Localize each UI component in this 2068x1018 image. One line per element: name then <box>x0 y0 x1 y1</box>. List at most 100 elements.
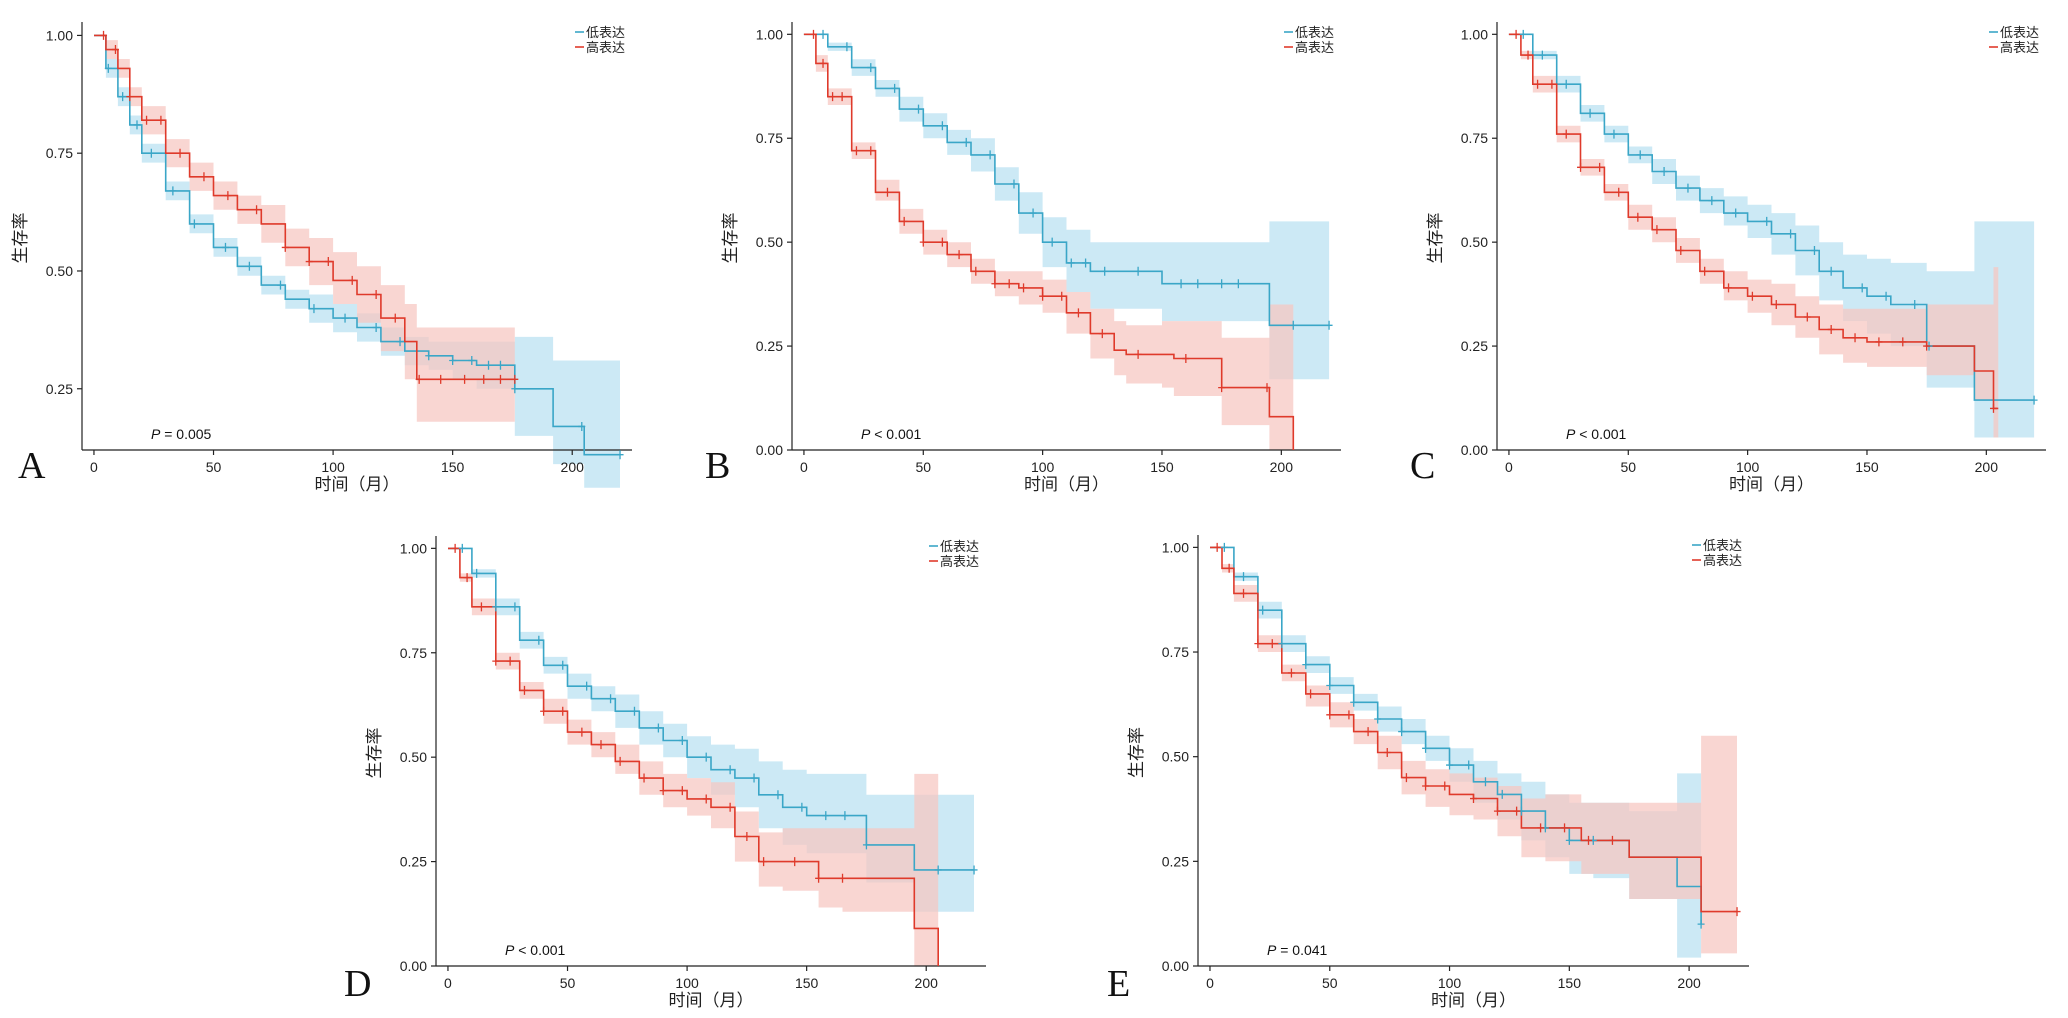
low-expression-curve <box>448 547 974 871</box>
censor-mark <box>1653 225 1661 235</box>
y-axis-title: 生存率 <box>1127 727 1147 778</box>
censor-mark <box>867 146 875 156</box>
censor-mark <box>485 360 493 370</box>
censor-mark <box>1101 266 1109 276</box>
panel-letter: C <box>1410 445 1435 487</box>
censor-mark <box>1287 668 1295 678</box>
censor-mark <box>133 120 141 130</box>
censor-mark <box>791 857 799 867</box>
censor-mark <box>1615 187 1623 197</box>
x-tick-label: 0 <box>90 459 98 475</box>
censor-mark <box>862 840 870 850</box>
censor-mark <box>511 374 519 384</box>
censor-mark <box>702 752 710 762</box>
censor-mark <box>1039 291 1047 301</box>
censor-mark <box>176 148 184 158</box>
censor-mark <box>616 756 624 766</box>
censor-mark <box>798 802 806 812</box>
censor-mark <box>915 104 923 114</box>
censor-mark <box>578 727 586 737</box>
censor-mark <box>200 172 208 182</box>
censor-mark <box>348 275 356 285</box>
censor-mark <box>1538 50 1546 60</box>
censor-mark <box>100 30 108 40</box>
censor-mark <box>473 568 481 578</box>
panel-letter: B <box>705 445 730 487</box>
y-tick-label: 0.50 <box>400 749 427 765</box>
censor-mark <box>253 205 261 215</box>
x-tick-label: 200 <box>1975 459 1999 475</box>
censor-mark <box>1307 689 1315 699</box>
y-tick-label: 0.75 <box>1461 130 1488 146</box>
censor-mark <box>341 313 349 323</box>
censor-mark <box>1827 266 1835 276</box>
censor-mark <box>1989 403 1997 413</box>
censor-mark <box>1586 108 1594 118</box>
y-tick-label: 0.25 <box>756 338 783 354</box>
censor-mark <box>972 266 980 276</box>
censor-mark <box>1512 29 1520 39</box>
censor-mark <box>506 656 514 666</box>
legend-label-low: 低表达 <box>940 540 979 555</box>
y-tick-label: 0.75 <box>46 145 73 161</box>
censor-mark <box>819 58 827 68</box>
censor-mark <box>962 137 970 147</box>
low-expression-ci-band <box>803 34 1330 380</box>
censor-mark <box>1701 266 1709 276</box>
censor-mark <box>955 250 963 260</box>
censor-mark <box>496 374 504 384</box>
censor-mark <box>607 694 615 704</box>
censor-mark <box>938 237 946 247</box>
censor-mark <box>372 290 380 300</box>
censor-mark <box>1697 919 1705 929</box>
p-value-annotation: P < 0.001 <box>1566 426 1627 442</box>
censor-mark <box>1326 681 1334 691</box>
high-expression-curve <box>803 33 1295 450</box>
censor-mark <box>1289 320 1297 330</box>
censor-mark <box>1029 208 1037 218</box>
censor-mark <box>245 261 253 271</box>
censor-mark <box>841 811 849 821</box>
x-tick-label: 200 <box>1270 459 1294 475</box>
y-tick-label: 1.00 <box>756 26 783 42</box>
censor-mark <box>1345 710 1353 720</box>
x-tick-label: 200 <box>561 459 585 475</box>
y-tick-label: 1.00 <box>400 540 427 556</box>
x-axis-title: 时间（月） <box>1431 991 1516 1011</box>
censor-mark <box>372 323 380 333</box>
censor-mark <box>1660 166 1668 176</box>
p-value-annotation: P = 0.005 <box>151 426 212 442</box>
censor-mark <box>583 681 591 691</box>
y-axis-title: 生存率 <box>365 728 385 779</box>
p-symbol: P <box>1267 942 1277 958</box>
y-tick-label: 0.25 <box>1461 338 1488 354</box>
censor-mark <box>1875 337 1883 347</box>
x-tick-label: 150 <box>795 975 819 991</box>
censor-mark <box>1263 383 1271 393</box>
censor-mark <box>190 219 198 229</box>
censor-mark <box>1268 639 1276 649</box>
x-tick-label: 100 <box>675 975 699 991</box>
x-tick-label: 50 <box>1322 975 1338 991</box>
high-expression-curve <box>94 34 515 381</box>
censor-mark <box>396 337 404 347</box>
censor-mark <box>1577 162 1585 172</box>
panel-letter: E <box>1107 963 1130 1005</box>
censor-mark <box>1851 333 1859 343</box>
censor-mark <box>1325 320 1333 330</box>
censor-mark <box>883 187 891 197</box>
censor-mark <box>305 257 313 267</box>
censor-mark <box>1748 291 1756 301</box>
censor-mark <box>750 773 758 783</box>
censor-mark <box>1498 789 1506 799</box>
x-tick-label: 0 <box>1206 975 1214 991</box>
censor-mark <box>1465 760 1473 770</box>
censor-mark <box>822 811 830 821</box>
y-tick-label: 1.00 <box>1461 26 1488 42</box>
x-tick-label: 150 <box>1150 459 1174 475</box>
x-tick-label: 200 <box>915 975 939 991</box>
panel-letter: A <box>18 445 46 487</box>
censor-mark <box>111 45 119 55</box>
y-tick-label: 0.00 <box>1461 442 1488 458</box>
censor-mark <box>1326 710 1334 720</box>
